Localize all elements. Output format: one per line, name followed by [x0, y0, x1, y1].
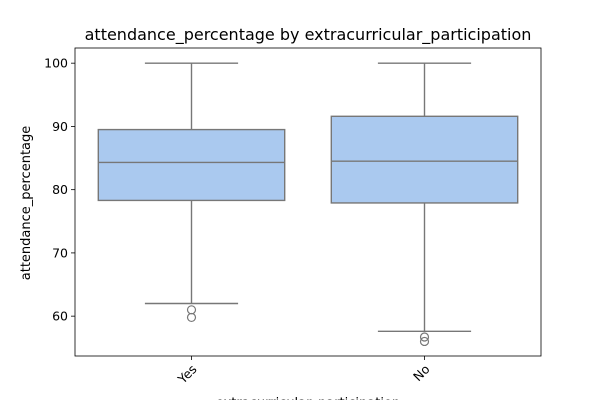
y-axis-label: attendance_percentage: [19, 126, 34, 281]
y-tick-label: 60: [52, 309, 68, 324]
y-tick-label: 90: [52, 119, 68, 134]
y-tick-label: 70: [52, 245, 68, 260]
plot-frame: [74, 47, 542, 357]
box-yes: [97, 128, 286, 202]
y-tick-label: 100: [44, 56, 68, 71]
x-tick-label: No: [410, 362, 433, 385]
outlier-point: [186, 305, 197, 315]
x-tick-label: Yes: [174, 362, 200, 388]
outlier-point: [419, 332, 430, 342]
y-tick-label: 80: [52, 182, 68, 197]
outlier-point: [419, 336, 430, 347]
plot-area: 60 70 80 90 100 Yes No: [44, 47, 542, 388]
x-axis-label: extracurricular_participation: [216, 396, 400, 400]
box-no: [330, 115, 519, 204]
outlier-point: [186, 312, 197, 323]
chart-title: attendance_percentage by extracurricular…: [85, 25, 532, 45]
